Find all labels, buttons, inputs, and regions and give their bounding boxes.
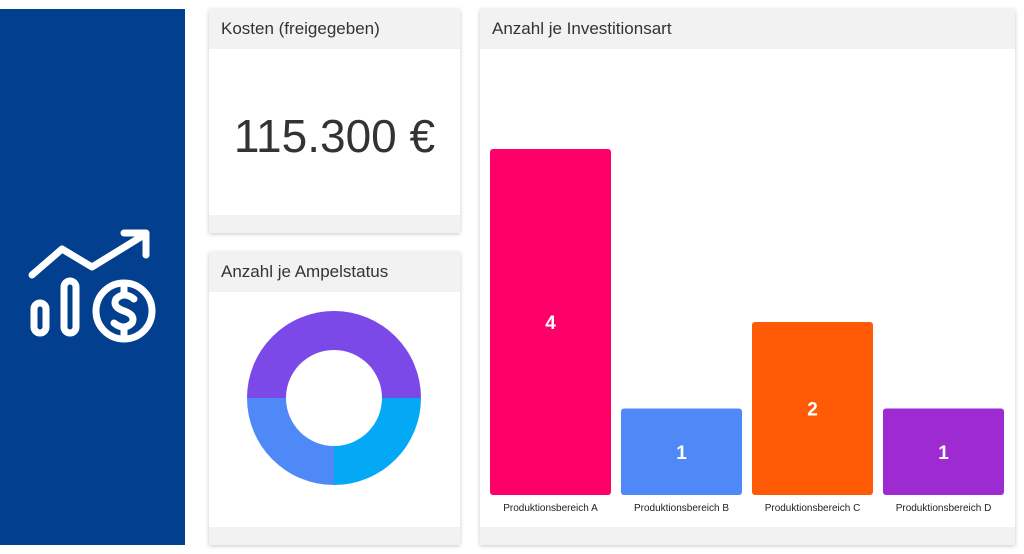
bar-card-title: Anzahl je Investitionsart: [480, 9, 1015, 49]
kpi-card-title: Kosten (freigegeben): [209, 9, 460, 49]
finance-growth-icon: [28, 229, 156, 343]
bar-card: Anzahl je Investitionsart 4 Produktionsbe…: [480, 9, 1015, 545]
bar-category-label-4: Produktionsbereich D: [896, 503, 992, 514]
bar-chart: 4 Produktionsbereich A 1 Produktionsbereich…: [490, 149, 1004, 514]
bar-4[interactable]: [883, 408, 1004, 496]
donut-slice-3[interactable]: [247, 398, 334, 485]
bar-value-label-1: 4: [545, 313, 556, 334]
kpi-value: 115.300 €: [233, 110, 436, 162]
donut-chart: [247, 311, 421, 485]
donut-card: Anzahl je Ampelstatus: [209, 252, 460, 545]
bar-value-label-4: 1: [938, 443, 949, 464]
bar-value-label-2: 1: [676, 443, 687, 464]
donut-slice-1[interactable]: [247, 311, 421, 398]
bar-1[interactable]: [490, 149, 611, 495]
bar-2[interactable]: [621, 408, 742, 496]
donut-card-footer: [209, 527, 460, 545]
bar-category-label-1: Produktionsbereich A: [503, 503, 598, 514]
bar-value-label-3: 2: [807, 400, 818, 421]
bar-category-label-3: Produktionsbereich C: [765, 503, 861, 514]
kpi-card: Kosten (freigegeben) 115.300 €: [209, 9, 460, 233]
bar-card-footer: [480, 527, 1015, 545]
hero-panel: [0, 9, 185, 545]
donut-slice-2[interactable]: [334, 398, 421, 485]
kpi-card-footer: [209, 215, 460, 233]
donut-card-title: Anzahl je Ampelstatus: [209, 252, 460, 292]
bar-category-label-2: Produktionsbereich B: [634, 503, 729, 514]
bar-3[interactable]: [752, 322, 873, 495]
